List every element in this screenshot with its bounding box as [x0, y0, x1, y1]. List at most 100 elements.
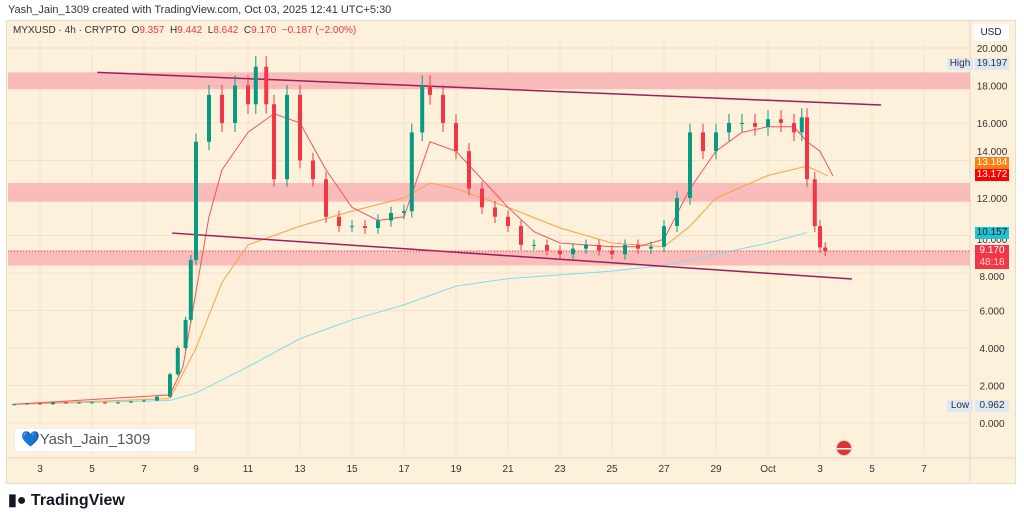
- x-tick-label: 5: [89, 464, 95, 475]
- candle-body: [532, 244, 536, 246]
- ema-slow-tag: 10.157: [975, 227, 1009, 239]
- candle-body: [799, 117, 804, 133]
- candle-body: [623, 244, 627, 255]
- candle-body: [701, 132, 705, 152]
- ohlc-legend: MYXUSD · 4h · CRYPTO O9.357 H9.442 L8.64…: [13, 25, 356, 36]
- x-tick-label: 13: [294, 464, 306, 475]
- candle-body: [409, 132, 414, 212]
- x-tick-label: 3: [817, 464, 823, 475]
- x-tick-label: 7: [141, 464, 147, 475]
- y-tick-label: 4.000: [979, 344, 1004, 355]
- candle-body: [493, 207, 497, 217]
- watermark-text: Yash_Jain_1309: [39, 431, 151, 448]
- flag-icon[interactable]: [836, 440, 852, 456]
- x-tick-label: 29: [710, 464, 722, 475]
- tradingview-logo[interactable]: ▮● TradingView: [8, 490, 125, 510]
- candle-body: [51, 402, 55, 405]
- symbol-label[interactable]: MYXUSD · 4h · CRYPTO: [13, 25, 126, 36]
- candle-body: [766, 119, 770, 127]
- candle-body: [420, 85, 425, 133]
- candle-body: [253, 66, 258, 105]
- candle-body: [116, 402, 120, 404]
- y-tick-label: 14.000: [977, 147, 1008, 158]
- brand-name: TradingView: [30, 492, 125, 509]
- candle-body: [779, 119, 783, 123]
- low-marker-label: Low: [947, 400, 973, 412]
- candle-body: [597, 244, 601, 251]
- candle-body: [264, 66, 269, 105]
- tv-logo-icon: ▮●: [8, 492, 27, 509]
- x-tick-label: 3: [37, 464, 43, 475]
- x-tick-label: 19: [450, 464, 462, 475]
- candle-body: [129, 401, 133, 403]
- candle-body: [558, 250, 562, 255]
- candle-body: [142, 400, 146, 402]
- candle-body: [38, 403, 42, 405]
- close-value: 9.170: [251, 25, 277, 36]
- candle-body: [823, 247, 828, 252]
- candle-body: [363, 226, 367, 228]
- candle-body: [155, 396, 159, 401]
- candle-body: [610, 250, 614, 255]
- author-watermark: 💙Yash_Jain_1309: [14, 428, 196, 452]
- candle-body: [480, 188, 484, 208]
- ema-fast-tag: 13.172: [975, 169, 1009, 181]
- candle-body: [688, 132, 692, 198]
- y-tick-label: 20.000: [977, 44, 1008, 55]
- y-tick-label: 18.000: [977, 82, 1008, 93]
- x-tick-label: Oct: [760, 464, 776, 475]
- trendline: [172, 232, 853, 280]
- credit-line: Yash_Jain_1309 created with TradingView.…: [8, 4, 392, 16]
- candle-body: [389, 213, 393, 221]
- candle-body: [545, 244, 549, 251]
- x-tick-label: 21: [502, 464, 514, 475]
- candle-body: [584, 244, 588, 249]
- x-tick-label: 7: [921, 464, 927, 475]
- low-label: L: [207, 25, 214, 36]
- bar-countdown: 48:18: [975, 257, 1009, 269]
- heart-icon: 💙: [21, 431, 40, 448]
- candle-body: [350, 226, 354, 228]
- ema-slow-line: [13, 232, 808, 405]
- x-tick-label: 17: [398, 464, 410, 475]
- candle-body: [103, 402, 107, 404]
- y-tick-label: 16.000: [977, 119, 1008, 130]
- candle-body: [662, 226, 666, 247]
- currency-button[interactable]: USD: [973, 24, 1009, 41]
- candle-body: [792, 123, 796, 133]
- candle-body: [175, 348, 180, 375]
- y-tick-label: 0.000: [979, 419, 1004, 430]
- candle-body: [818, 226, 822, 248]
- candle-body: [337, 216, 341, 227]
- open-value: 9.357: [139, 25, 165, 36]
- candle-body: [324, 179, 328, 217]
- y-tick-label: 8.000: [979, 272, 1004, 283]
- support-resistance-zone: [8, 183, 970, 202]
- candle-body: [740, 123, 744, 124]
- low-marker-value: 0.962: [975, 400, 1009, 412]
- candle-body: [207, 94, 211, 142]
- candle-body: [454, 123, 458, 152]
- candle-body: [714, 132, 718, 152]
- candle-body: [519, 226, 523, 245]
- candle-body: [233, 85, 237, 123]
- candle-body: [753, 123, 757, 127]
- high-label: H: [169, 25, 178, 36]
- candle-body: [272, 104, 276, 180]
- candle-body: [188, 259, 193, 320]
- y-tick-label: 10.000: [977, 235, 1008, 246]
- candle-body: [441, 94, 445, 123]
- candle-body: [25, 403, 29, 405]
- candle-body: [402, 211, 406, 213]
- x-tick-label: 5: [869, 464, 875, 475]
- candle-body: [168, 374, 172, 397]
- last-price-tag: 9.170: [975, 245, 1009, 257]
- candle-body: [246, 85, 250, 105]
- y-tick-label: 6.000: [979, 307, 1004, 318]
- x-tick-label: 15: [346, 464, 358, 475]
- candle-body: [636, 244, 640, 249]
- x-tick-label: 11: [243, 464, 254, 475]
- ema-mid-line: [13, 165, 829, 405]
- candle-body: [311, 160, 315, 180]
